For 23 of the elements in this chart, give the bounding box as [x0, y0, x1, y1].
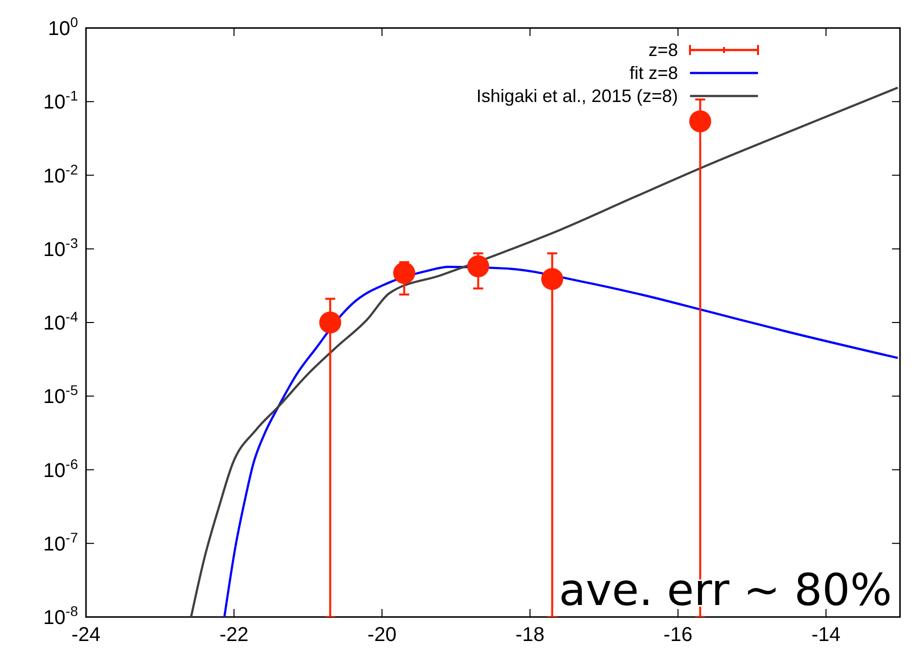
- x-tick-label: -16: [664, 624, 692, 646]
- x-tick-label: -20: [368, 624, 396, 646]
- point: [393, 262, 416, 284]
- y-tick-label: 10$^{0}$: [48, 14, 78, 40]
- y-tick-label: 10$^{-5}$: [43, 382, 78, 408]
- legend-label: z=8: [648, 40, 678, 60]
- x-tick-label: -22: [220, 624, 248, 646]
- x-tick-label: -18: [516, 624, 544, 646]
- y-tick-label: 10$^{-6}$: [43, 456, 78, 482]
- legend-label: Ishigaki et al., 2015 (z=8): [476, 86, 678, 106]
- point: [541, 268, 564, 290]
- line-series: [223, 266, 899, 617]
- point: [467, 255, 490, 278]
- point: [689, 110, 712, 132]
- line-series: [190, 86, 899, 617]
- y-tick-label: 10$^{-2}$: [43, 161, 78, 188]
- legend-label: fit z=8: [629, 63, 678, 83]
- y-tick-label: 10$^{-7}$: [43, 529, 78, 556]
- y-tick-label: 10$^{-3}$: [43, 234, 78, 261]
- x-tick-label: -14: [812, 624, 840, 646]
- y-tick-label: 10$^{-1}$: [43, 88, 78, 114]
- y-tick-label: 10$^{-4}$: [43, 308, 78, 334]
- point: [319, 312, 342, 334]
